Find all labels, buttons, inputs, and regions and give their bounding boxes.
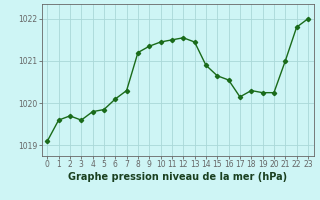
X-axis label: Graphe pression niveau de la mer (hPa): Graphe pression niveau de la mer (hPa)	[68, 172, 287, 182]
